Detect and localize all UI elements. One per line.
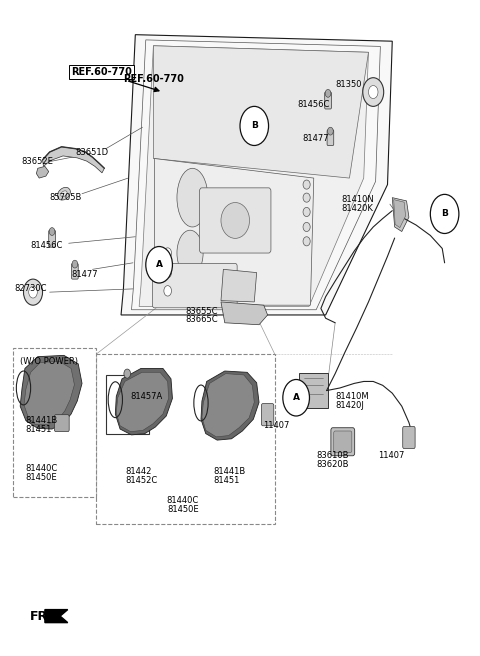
Circle shape (325, 89, 331, 97)
Circle shape (72, 260, 78, 268)
FancyBboxPatch shape (48, 230, 55, 247)
FancyBboxPatch shape (12, 348, 96, 497)
Text: 81477: 81477 (303, 134, 329, 144)
Text: 81441B: 81441B (213, 467, 245, 476)
Circle shape (49, 228, 55, 236)
Text: 81350: 81350 (335, 81, 361, 89)
Text: 11407: 11407 (263, 421, 289, 430)
Ellipse shape (177, 169, 208, 227)
FancyBboxPatch shape (324, 92, 331, 109)
Polygon shape (115, 369, 172, 435)
Ellipse shape (61, 191, 67, 197)
Polygon shape (20, 356, 82, 429)
Polygon shape (394, 199, 406, 228)
Text: 81420K: 81420K (341, 204, 373, 213)
Text: 81456C: 81456C (297, 100, 329, 109)
Ellipse shape (303, 180, 310, 189)
Text: 83655C: 83655C (185, 306, 218, 316)
Polygon shape (116, 373, 168, 432)
Polygon shape (155, 159, 314, 305)
FancyBboxPatch shape (331, 428, 355, 456)
Text: 81457A: 81457A (131, 392, 163, 401)
Circle shape (431, 194, 459, 234)
Text: 81410M: 81410M (335, 392, 369, 401)
Text: 83652E: 83652E (21, 157, 53, 166)
Circle shape (240, 106, 268, 146)
Text: 81450E: 81450E (167, 505, 199, 514)
Ellipse shape (303, 193, 310, 202)
Text: 81442: 81442 (126, 467, 152, 476)
Polygon shape (139, 46, 369, 306)
Text: 81450E: 81450E (25, 473, 57, 482)
Circle shape (363, 77, 384, 106)
Text: A: A (293, 393, 300, 402)
Ellipse shape (177, 230, 203, 276)
Text: 83610B: 83610B (316, 451, 348, 460)
Ellipse shape (303, 237, 310, 246)
Polygon shape (202, 374, 254, 437)
FancyBboxPatch shape (200, 188, 271, 253)
Polygon shape (154, 46, 369, 178)
Text: 83620B: 83620B (316, 460, 348, 469)
Text: 83665C: 83665C (185, 315, 218, 324)
Circle shape (369, 85, 378, 98)
FancyBboxPatch shape (106, 375, 149, 434)
Text: 81456C: 81456C (31, 241, 63, 251)
Circle shape (327, 127, 333, 135)
Text: B: B (251, 121, 258, 131)
Text: 81440C: 81440C (167, 496, 199, 505)
Polygon shape (36, 167, 48, 178)
FancyBboxPatch shape (299, 373, 328, 408)
Text: 11407: 11407 (378, 451, 404, 460)
Polygon shape (221, 270, 257, 302)
Text: 81452C: 81452C (126, 476, 158, 485)
Circle shape (164, 248, 171, 258)
Text: FR.: FR. (30, 609, 53, 623)
Polygon shape (24, 361, 74, 424)
Text: (W/O POWER): (W/O POWER) (20, 358, 78, 367)
Text: 83651D: 83651D (76, 148, 109, 157)
Ellipse shape (303, 207, 310, 216)
FancyBboxPatch shape (327, 130, 334, 146)
Ellipse shape (303, 222, 310, 232)
Polygon shape (221, 302, 267, 325)
Polygon shape (392, 197, 409, 232)
Circle shape (124, 369, 131, 379)
Polygon shape (121, 35, 392, 315)
Polygon shape (201, 371, 259, 440)
Text: B: B (441, 209, 448, 218)
Polygon shape (43, 147, 104, 173)
Text: REF.60-770: REF.60-770 (123, 74, 184, 84)
Text: 82730C: 82730C (14, 285, 47, 293)
Ellipse shape (58, 188, 71, 200)
Text: 81451: 81451 (25, 425, 51, 434)
Text: A: A (156, 260, 163, 269)
FancyBboxPatch shape (153, 264, 237, 308)
Text: REF.60-770: REF.60-770 (71, 67, 132, 77)
FancyBboxPatch shape (54, 415, 69, 432)
Text: 81441B: 81441B (25, 416, 57, 425)
FancyBboxPatch shape (96, 354, 275, 523)
Text: 81410N: 81410N (341, 195, 373, 204)
FancyBboxPatch shape (262, 403, 274, 426)
FancyBboxPatch shape (72, 264, 78, 279)
Circle shape (164, 285, 171, 296)
Circle shape (29, 286, 37, 298)
Text: 81477: 81477 (71, 270, 98, 279)
Text: 85705B: 85705B (49, 193, 82, 202)
Circle shape (24, 279, 43, 305)
Ellipse shape (221, 203, 250, 238)
Circle shape (283, 379, 310, 416)
Circle shape (146, 247, 172, 283)
FancyBboxPatch shape (334, 431, 352, 453)
Text: 81451: 81451 (213, 476, 239, 485)
Polygon shape (45, 609, 68, 623)
Text: 81420J: 81420J (335, 401, 364, 410)
Text: 81440C: 81440C (25, 464, 57, 472)
FancyBboxPatch shape (403, 426, 415, 449)
Circle shape (164, 268, 171, 277)
